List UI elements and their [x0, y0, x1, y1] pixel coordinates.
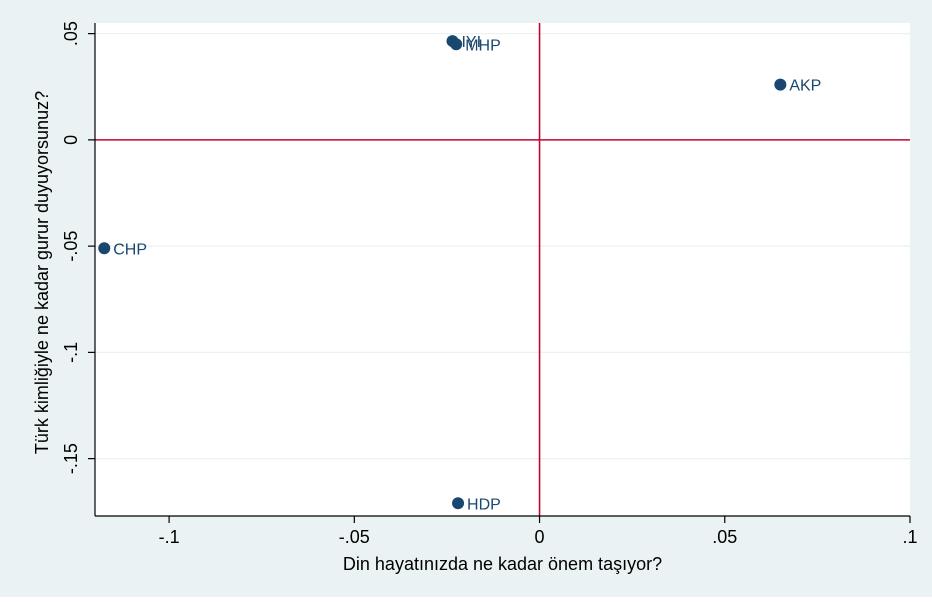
data-point-label: MHP: [465, 37, 501, 54]
plot-area: [95, 23, 910, 516]
y-tick-label: -.05: [61, 231, 81, 262]
y-tick-label: 0: [61, 135, 81, 145]
x-tick-label: -.1: [159, 527, 180, 547]
data-point: [98, 242, 111, 255]
axes: [94, 23, 910, 517]
data-point: [450, 38, 463, 51]
data-point-label: CHP: [113, 241, 147, 258]
y-tick-label: -.1: [61, 342, 81, 363]
y-axis-ticks: .05 0 -.05 -.1 -.15: [61, 21, 95, 474]
x-tick-label: -.05: [339, 527, 370, 547]
x-axis-label: Din hayatınızda ne kadar önem taşıyor?: [343, 554, 662, 574]
y-axis-label: Türk kimliğiyle ne kadar gurur duyuyorsu…: [32, 91, 52, 454]
x-tick-label: .1: [902, 527, 917, 547]
data-point-label: HDP: [467, 496, 501, 513]
reference-lines: [95, 23, 910, 516]
x-tick-label: .05: [712, 527, 737, 547]
data-point-label: IYI: [461, 34, 481, 51]
y-tick-label: .05: [61, 21, 81, 46]
data-point-label: AKP: [789, 78, 821, 95]
x-tick-label: 0: [535, 527, 545, 547]
data-point: [774, 78, 787, 91]
x-axis-ticks: -.1 -.05 0 .05 .1: [159, 516, 918, 547]
y-tick-label: -.15: [61, 443, 81, 474]
data-point: [452, 497, 465, 510]
